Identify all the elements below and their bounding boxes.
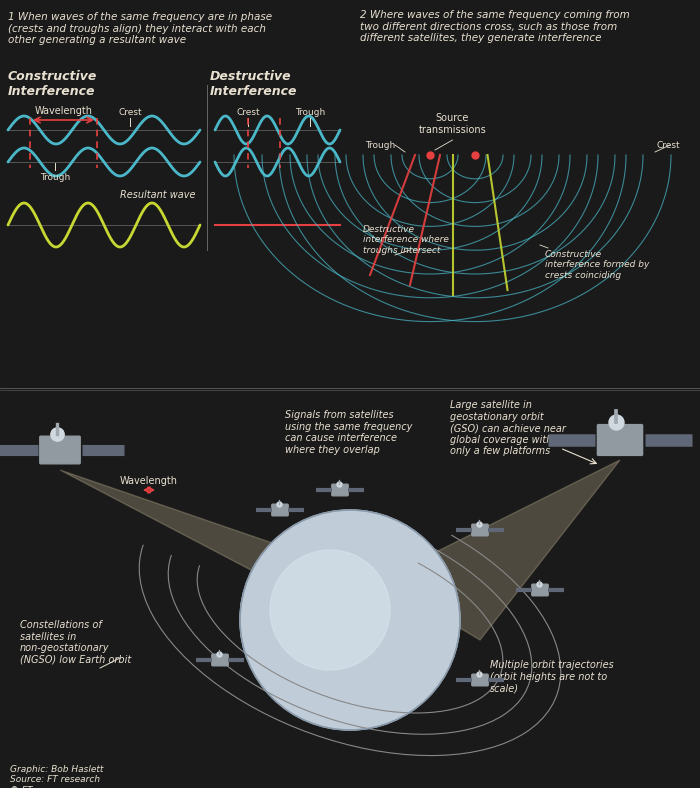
Text: 2 Where waves of the same frequency coming from
two different directions cross, : 2 Where waves of the same frequency comi… bbox=[360, 10, 630, 43]
Text: Constructive
Interference: Constructive Interference bbox=[8, 70, 97, 98]
Text: 1 When waves of the same frequency are in phase
(crests and troughs align) they : 1 When waves of the same frequency are i… bbox=[8, 12, 272, 45]
Text: Resultant wave: Resultant wave bbox=[120, 190, 195, 200]
Text: Constructive
interference formed by
crests coinciding: Constructive interference formed by cres… bbox=[545, 250, 650, 280]
Polygon shape bbox=[380, 460, 620, 640]
Text: Signals from satellites
using the same frequency
can cause interference
where th: Signals from satellites using the same f… bbox=[285, 410, 412, 455]
Text: Graphic: Bob Haslett
Source: FT research
© FT: Graphic: Bob Haslett Source: FT research… bbox=[10, 765, 104, 788]
Text: Wavelength: Wavelength bbox=[120, 476, 178, 486]
FancyBboxPatch shape bbox=[212, 654, 228, 666]
FancyBboxPatch shape bbox=[472, 524, 488, 536]
Circle shape bbox=[270, 550, 390, 670]
FancyBboxPatch shape bbox=[332, 484, 348, 496]
Text: Large satellite in
geostationary orbit
(GSO) can achieve near
global coverage wi: Large satellite in geostationary orbit (… bbox=[450, 400, 566, 456]
Text: Crest: Crest bbox=[236, 108, 260, 117]
Text: Trough: Trough bbox=[295, 108, 325, 117]
Text: Crest: Crest bbox=[118, 108, 142, 117]
FancyBboxPatch shape bbox=[597, 425, 643, 455]
Text: Trough: Trough bbox=[365, 140, 395, 150]
FancyBboxPatch shape bbox=[272, 504, 288, 516]
Text: Wavelength: Wavelength bbox=[34, 106, 92, 116]
Text: Multiple orbit trajectories
(orbit heights are not to
scale): Multiple orbit trajectories (orbit heigh… bbox=[490, 660, 614, 693]
FancyBboxPatch shape bbox=[532, 584, 548, 596]
Text: Crest: Crest bbox=[657, 140, 680, 150]
FancyBboxPatch shape bbox=[472, 675, 488, 686]
Text: Constellations of
satellites in
non-geostationary
(NGSO) low Earth orbit: Constellations of satellites in non-geos… bbox=[20, 620, 132, 665]
Text: Destructive
Interference: Destructive Interference bbox=[210, 70, 298, 98]
Text: Trough: Trough bbox=[40, 173, 70, 182]
Text: Source
transmissions: Source transmissions bbox=[419, 113, 486, 135]
Polygon shape bbox=[60, 470, 380, 580]
Circle shape bbox=[240, 510, 460, 730]
Text: Destructive
interference where
troughs intersect: Destructive interference where troughs i… bbox=[363, 225, 449, 255]
FancyBboxPatch shape bbox=[40, 437, 80, 464]
